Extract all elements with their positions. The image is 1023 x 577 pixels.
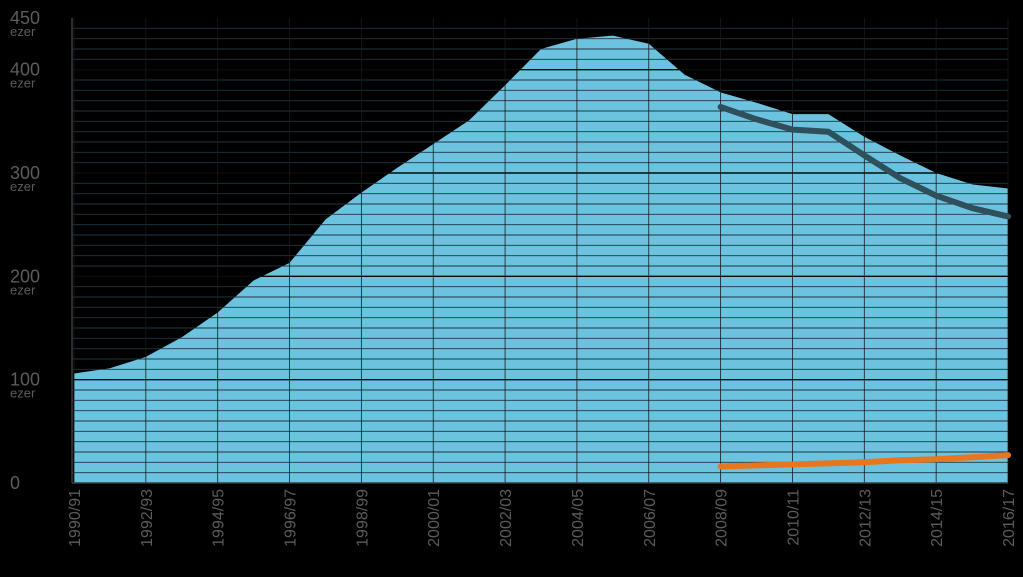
x-tick-label: 2000/01 <box>426 489 443 547</box>
x-tick-label: 2004/05 <box>570 489 587 547</box>
x-tick-label: 1998/99 <box>354 489 371 547</box>
y-tick-unit: ezer <box>10 24 36 39</box>
y-tick-label: 200 <box>10 266 40 286</box>
x-tick-label: 2012/13 <box>857 489 874 547</box>
y-tick-label: 450 <box>10 8 40 28</box>
y-tick-unit: ezer <box>10 282 36 297</box>
x-tick-label: 1990/91 <box>67 489 84 547</box>
gridlines <box>72 18 1009 483</box>
x-tick-labels: 1990/91 1992/93 1994/95 1996/97 1998/99 2000/… <box>67 489 1018 547</box>
x-tick-label: 2014/15 <box>929 489 946 547</box>
axes <box>71 18 1008 484</box>
x-tick-label: 1994/95 <box>211 489 228 547</box>
x-tick-label: 2008/09 <box>714 489 731 547</box>
y-tick-unit: ezer <box>10 179 36 194</box>
area-series-0 <box>74 35 1008 483</box>
x-tick-label: 2016/17 <box>1001 489 1018 547</box>
y-tick-label: 100 <box>10 370 40 390</box>
y-tick-unit: ezer <box>10 76 36 91</box>
line-series <box>717 103 1011 470</box>
x-tick-label: 1996/97 <box>283 489 300 547</box>
y-tick-unit: ezer <box>10 386 36 401</box>
x-tick-label: 1992/93 <box>139 489 156 547</box>
y-tick-label: 300 <box>10 163 40 183</box>
x-tick-label: 2010/11 <box>786 489 803 546</box>
x-tick-label: 2006/07 <box>642 489 659 547</box>
line-series-1 <box>717 103 1011 220</box>
y-tick-label: 0 <box>10 473 20 493</box>
y-tick-label: 400 <box>10 60 40 80</box>
line-series-2 <box>717 452 1011 470</box>
area-series <box>74 35 1008 483</box>
x-tick-label: 2002/03 <box>498 489 515 547</box>
